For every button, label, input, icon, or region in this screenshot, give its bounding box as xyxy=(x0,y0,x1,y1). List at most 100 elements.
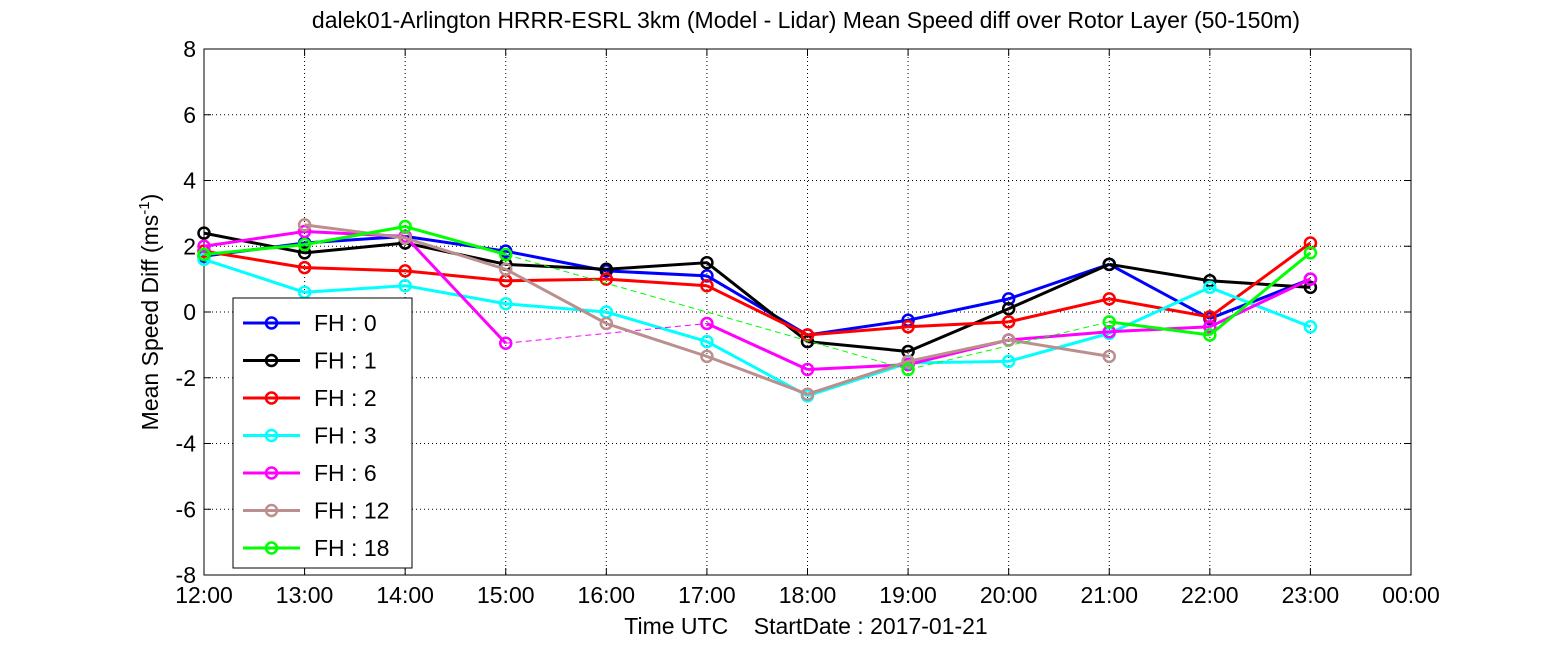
data-point-marker xyxy=(1303,320,1318,334)
series-segment xyxy=(304,266,406,273)
data-point-marker xyxy=(1303,272,1318,286)
x-tick-label: 16:00 xyxy=(578,582,636,608)
data-point-marker xyxy=(1001,301,1016,316)
legend-label: FH : 2 xyxy=(314,385,377,411)
data-point-marker xyxy=(499,247,513,262)
data-point-marker xyxy=(901,320,915,334)
data-point-marker xyxy=(197,239,211,253)
legend: FH : 0 FH : 1 FH : 2 FH : 3 FH : 6 FH : 12 FH … xyxy=(232,297,413,569)
data-point-marker xyxy=(499,297,513,311)
data-point-marker xyxy=(700,334,714,349)
series-segment xyxy=(505,262,607,271)
x-tick-label: 18:00 xyxy=(779,582,837,608)
series-segment xyxy=(1108,263,1211,320)
data-point-marker xyxy=(800,387,815,401)
legend-label: FH : 1 xyxy=(314,348,377,374)
legend-swatch-marker xyxy=(264,353,279,368)
series-segment xyxy=(203,229,305,248)
data-point-marker xyxy=(1102,349,1116,364)
data-point-marker xyxy=(197,247,211,262)
series-segment xyxy=(505,267,608,325)
data-point-marker xyxy=(700,349,714,364)
data-point-marker xyxy=(398,219,412,234)
series-segment xyxy=(907,297,1009,322)
series-segment xyxy=(605,322,708,358)
x-tick-label: 17:00 xyxy=(678,582,736,608)
series-segment xyxy=(606,261,708,271)
data-point-marker xyxy=(1303,280,1318,295)
x-axis-label: Time UTC StartDate : 2017-01-21 xyxy=(624,613,987,639)
x-tick-label: 23:00 xyxy=(1282,582,1340,608)
x-tick-label: 19:00 xyxy=(879,582,937,608)
series-segment xyxy=(1209,277,1312,329)
series-segment xyxy=(907,307,1010,353)
y-tick-label: 8 xyxy=(183,36,196,62)
series-segment xyxy=(203,243,305,256)
series-segment xyxy=(405,269,506,283)
series-segment xyxy=(706,354,809,396)
series-segment xyxy=(1109,262,1211,283)
series-segment xyxy=(1008,262,1110,301)
legend-swatch-marker xyxy=(264,391,279,405)
data-point-marker xyxy=(599,316,614,331)
legend-label: FH : 6 xyxy=(314,460,377,486)
x-tick-label: 14:00 xyxy=(376,582,434,608)
series-segment xyxy=(606,269,707,278)
series-segment xyxy=(304,223,406,240)
legend-swatch-marker xyxy=(264,503,279,518)
data-point-marker xyxy=(1001,315,1016,329)
y-tick-label: 4 xyxy=(183,168,196,194)
data-point-marker xyxy=(1203,274,1217,288)
data-point-marker xyxy=(599,272,614,286)
data-point-marker xyxy=(700,278,714,293)
series-segment xyxy=(1108,285,1211,335)
series-segment xyxy=(1208,241,1312,319)
chart-title: dalek01-Arlington HRRR-ESRL 3km (Model -… xyxy=(312,7,1300,33)
data-point-marker xyxy=(1203,320,1217,334)
legend-box xyxy=(232,297,413,569)
series-segment xyxy=(807,361,909,398)
data-point-marker xyxy=(1102,315,1116,329)
series-segment xyxy=(605,310,708,344)
series-segment xyxy=(203,231,305,255)
series-segment xyxy=(1208,251,1312,337)
series-segment xyxy=(606,277,708,288)
legend-label: FH : 0 xyxy=(314,310,377,336)
series-segment xyxy=(304,241,406,255)
series-group xyxy=(197,236,1318,342)
series-segment xyxy=(908,359,1009,365)
y-axis-label: Mean Speed Diff (ms-1) xyxy=(136,194,163,431)
series-segment xyxy=(706,322,809,371)
data-point-marker xyxy=(1102,257,1116,272)
series-segment xyxy=(203,257,306,294)
series-group xyxy=(197,219,1318,377)
y-axis-label-main: Mean Speed Diff (ms xyxy=(137,215,163,431)
axis-ticks: 12:00 13:00 14:00 15:00 16:00 17:00 18:00 19:00… xyxy=(175,36,1440,608)
series-group xyxy=(197,252,1318,403)
y-tick-label: -2 xyxy=(176,365,196,391)
data-point-marker xyxy=(297,260,312,275)
legend-swatch-marker xyxy=(264,428,279,443)
data-point-marker xyxy=(901,354,915,369)
series-segment xyxy=(404,225,507,256)
series-group xyxy=(297,218,1116,401)
data-point-marker xyxy=(800,362,815,377)
series-segment xyxy=(706,284,809,337)
legend-swatch-marker xyxy=(264,466,279,480)
data-point-marker xyxy=(1001,354,1016,369)
data-point-marker xyxy=(1203,328,1217,342)
data-point-marker xyxy=(297,218,312,232)
series-dashed-segment xyxy=(505,253,909,371)
y-axis-label-close: ) xyxy=(137,194,163,202)
series-segment xyxy=(807,359,909,396)
series-segment xyxy=(807,340,909,353)
y-tick-label: 6 xyxy=(183,102,196,128)
series-segment xyxy=(505,277,607,283)
data-point-marker xyxy=(398,278,412,293)
data-point-marker xyxy=(297,246,312,260)
series-segment xyxy=(807,325,909,337)
x-tick-label: 21:00 xyxy=(1080,582,1138,608)
series-segment xyxy=(907,338,1009,363)
series-segment xyxy=(1108,297,1211,319)
